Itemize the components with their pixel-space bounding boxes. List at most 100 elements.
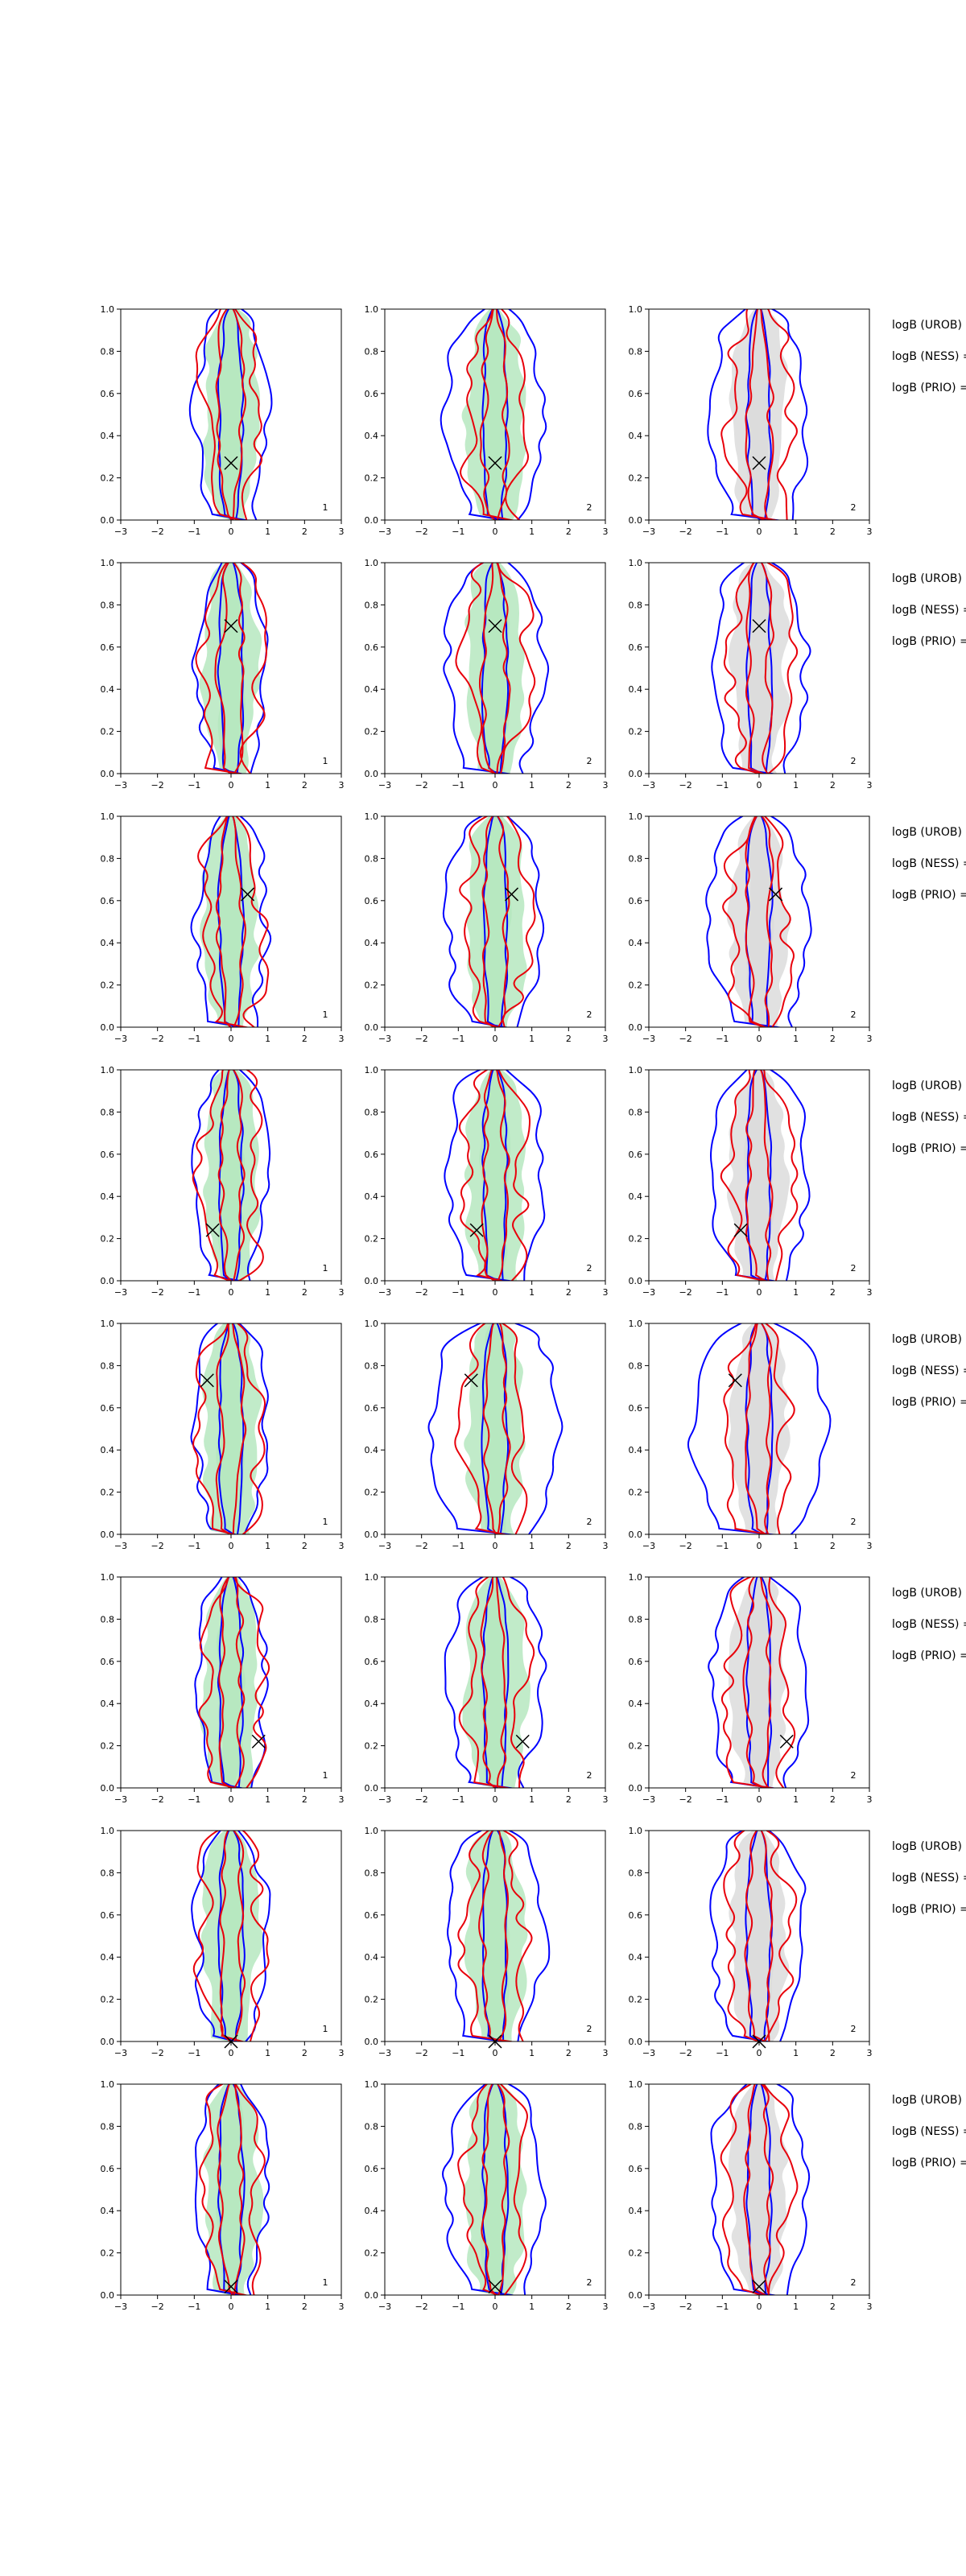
y-tick-label: 0.0 (629, 2290, 643, 2301)
red-contour-outer (723, 1831, 798, 2041)
red-contour-outer (199, 2084, 266, 2295)
x-tick-label: −2 (415, 1794, 428, 1805)
y-tick-label: 0.6 (365, 2164, 379, 2174)
y-tick-label: 0.4 (629, 1699, 643, 1709)
x-tick-label: −2 (679, 1287, 692, 1298)
y-tick-label: 0.4 (101, 1445, 115, 1455)
red-contour-inner (745, 1323, 773, 1534)
x-tick-label: −3 (642, 1541, 655, 1551)
logb-label: logB (PRIO) = (892, 1396, 966, 1409)
subplot-r1-c2: −3 −2 −1 0 1 2 3 0.0 0.2 0.4 0.6 0.8 1.0 2 (365, 304, 609, 537)
logb-label: logB (UROB) = (892, 1587, 966, 1600)
y-tick-label: 0.6 (629, 1150, 643, 1160)
y-tick-label: 0.4 (365, 1952, 379, 1963)
x-tick-label: 3 (867, 1287, 873, 1298)
red-contour-outer (198, 1577, 270, 1788)
red-contour-outer (457, 1831, 533, 2041)
x-tick-label: 3 (603, 2301, 609, 2312)
x-tick-label: 2 (830, 1541, 836, 1551)
panel-label: 2 (587, 2024, 592, 2034)
x-tick-label: −1 (716, 780, 729, 791)
x-tick-label: 3 (603, 1541, 609, 1551)
x-tick-label: 0 (757, 780, 762, 791)
blue-contour-outer (705, 816, 812, 1027)
red-contour-inner (482, 1323, 511, 1534)
y-tick-label: 0.0 (629, 769, 643, 779)
x-tick-label: 3 (867, 1541, 873, 1551)
density-fill-inner (215, 309, 245, 520)
x-tick-label: 0 (493, 780, 498, 791)
red-contour-outer (457, 2084, 528, 2295)
x-tick-label: 1 (529, 2301, 535, 2312)
x-tick-label: 0 (757, 1794, 762, 1805)
y-tick-label: 0.4 (101, 1952, 115, 1963)
logb-label: logB (UROB) = (892, 319, 966, 332)
y-tick-label: 1.0 (629, 1826, 643, 1836)
red-contour-outer (454, 1323, 528, 1534)
y-tick-label: 0.6 (101, 2164, 115, 2174)
y-tick-label: 0.6 (629, 1403, 643, 1414)
y-tick-label: 0.8 (101, 853, 115, 864)
subplot-r5-c1: −3 −2 −1 0 1 2 3 0.0 0.2 0.4 0.6 0.8 1.0 1 (101, 1319, 345, 1551)
red-contour-outer (195, 309, 262, 520)
x-tick-label: 2 (830, 1287, 836, 1298)
y-tick-label: 0.4 (365, 2206, 379, 2216)
x-tick-label: 1 (265, 526, 270, 537)
x-tick-label: 3 (339, 1034, 345, 1044)
red-contour-outer (459, 816, 536, 1027)
y-tick-label: 0.8 (365, 1107, 379, 1117)
y-tick-label: 0.6 (101, 1657, 115, 1667)
x-tick-label: 3 (603, 1034, 609, 1044)
x-tick-label: −1 (452, 2048, 464, 2058)
panel-label: 2 (851, 1517, 857, 1527)
x-tick-label: −3 (642, 2301, 655, 2312)
y-tick-label: 0.4 (629, 938, 643, 948)
logb-label: logB (UROB) = (892, 826, 966, 839)
blue-contour-outer (440, 309, 547, 520)
blue-contour-outer (194, 2084, 270, 2295)
y-tick-label: 0.6 (629, 896, 643, 906)
red-contour-outer (723, 563, 799, 774)
blue-contour-outer (191, 563, 269, 774)
true-value-marker (469, 1223, 484, 1237)
subplot-r2-c2: −3 −2 −1 0 1 2 3 0.0 0.2 0.4 0.6 0.8 1.0 2 (365, 558, 609, 791)
y-tick-label: 0.8 (101, 1107, 115, 1117)
x-tick-label: −1 (188, 2048, 200, 2058)
panel-label: 1 (323, 1263, 328, 1274)
y-tick-label: 0.8 (629, 853, 643, 864)
y-tick-label: 1.0 (101, 1065, 115, 1075)
y-tick-label: 0.2 (365, 727, 379, 737)
y-tick-label: 0.2 (629, 1741, 643, 1752)
y-tick-label: 0.0 (629, 1783, 643, 1794)
density-fill-inner (744, 1323, 774, 1534)
x-tick-label: 0 (757, 1287, 762, 1298)
y-tick-label: 1.0 (101, 558, 115, 568)
x-tick-label: −2 (679, 1034, 692, 1044)
y-tick-label: 0.2 (101, 1488, 115, 1498)
y-tick-label: 0.0 (101, 2290, 115, 2301)
blue-contour-inner (217, 2084, 246, 2295)
true-value-marker (769, 887, 783, 902)
red-contour-outer (723, 1323, 795, 1534)
x-tick-label: 0 (493, 1541, 498, 1551)
logb-label: logB (PRIO) = (892, 1142, 966, 1155)
y-tick-label: 0.2 (629, 473, 643, 484)
x-tick-label: 3 (867, 2048, 873, 2058)
y-tick-label: 0.6 (365, 389, 379, 399)
x-tick-label: 1 (529, 1794, 535, 1805)
x-tick-label: 3 (867, 780, 873, 791)
true-value-marker (488, 2279, 502, 2294)
x-tick-label: 2 (566, 780, 572, 791)
x-tick-label: −1 (188, 780, 200, 791)
blue-contour-inner (481, 1831, 508, 2041)
blue-contour-outer (708, 1577, 810, 1788)
x-tick-label: −1 (452, 1287, 464, 1298)
x-tick-label: 0 (757, 1541, 762, 1551)
panel-label: 2 (587, 502, 592, 513)
panel-label: 2 (851, 2277, 857, 2288)
subplot-r5-c2: −3 −2 −1 0 1 2 3 0.0 0.2 0.4 0.6 0.8 1.0 2 (365, 1319, 609, 1551)
y-tick-label: 0.2 (629, 2248, 643, 2259)
red-contour-inner (218, 1577, 246, 1788)
x-tick-label: 1 (265, 1794, 270, 1805)
x-tick-label: 0 (229, 1541, 234, 1551)
